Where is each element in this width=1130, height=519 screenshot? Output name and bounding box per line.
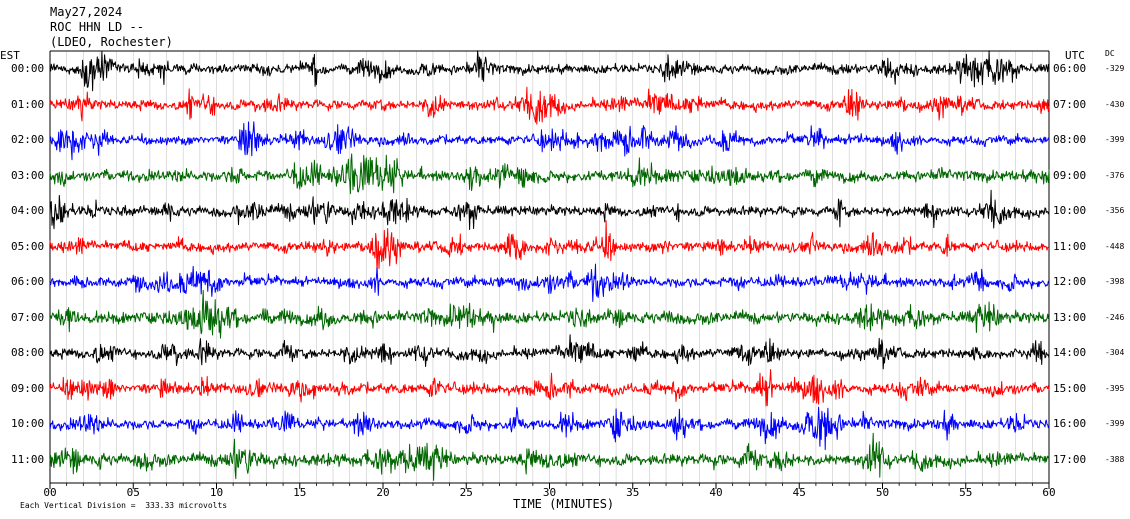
x-axis-title: TIME (MINUTES)	[513, 497, 615, 511]
x-tick-label: 40	[709, 486, 722, 499]
dc-offset-label: -246	[1105, 312, 1125, 322]
x-tick-label: 50	[876, 486, 889, 499]
dc-offset-label: -376	[1105, 170, 1125, 180]
utc-row-label: 08:00	[1053, 133, 1087, 146]
x-tick-label: 10	[210, 486, 223, 499]
trace-0500	[49, 220, 1050, 274]
dc-offset-label: -304	[1105, 348, 1125, 357]
dc-offset-label: -388	[1105, 454, 1125, 464]
dc-offset-label: -430	[1105, 99, 1125, 109]
est-row-label: 04:00	[11, 204, 45, 217]
trace-0800	[49, 334, 1050, 370]
est-row-label: 09:00	[11, 381, 45, 395]
est-row-label: 05:00	[11, 239, 45, 253]
x-tick-label: 20	[376, 486, 389, 499]
trace-0300	[49, 153, 1050, 195]
dc-offset-label: -395	[1105, 383, 1125, 393]
dc-axis-title: DC	[1105, 49, 1115, 58]
dc-offset-label: -356	[1105, 206, 1125, 215]
utc-row-label: 16:00	[1053, 417, 1087, 430]
utc-row-label: 13:00	[1053, 310, 1087, 324]
utc-row-label: 10:00	[1053, 204, 1087, 217]
utc-row-label: 14:00	[1053, 346, 1087, 359]
est-row-label: 02:00	[11, 133, 45, 146]
x-tick-label: 35	[626, 486, 639, 499]
utc-row-label: 17:00	[1053, 452, 1087, 466]
scale-note: Each Vertical Division = 333.33 microvol…	[20, 501, 228, 510]
trace-0900	[49, 369, 1050, 407]
est-axis-title: EST	[0, 49, 20, 62]
est-row-label: 11:00	[11, 452, 45, 466]
utc-axis-title: UTC	[1065, 49, 1085, 62]
est-row-label: 00:00	[11, 62, 45, 75]
date-label: May27,2024	[50, 5, 123, 19]
trace-0100	[49, 86, 1050, 125]
utc-row-label: 11:00	[1053, 239, 1087, 253]
x-tick-label: 30	[543, 486, 556, 499]
est-row-label: 03:00	[11, 168, 45, 182]
trace-0200	[49, 121, 1050, 161]
x-tick-label: 25	[460, 486, 473, 499]
utc-row-label: 09:00	[1053, 168, 1087, 182]
dc-offset-label: -399	[1105, 135, 1125, 144]
trace-0700	[49, 289, 1050, 339]
x-tick-label: 00	[43, 486, 56, 499]
x-tick-label: 60	[1042, 486, 1055, 499]
trace-0000	[49, 50, 1050, 92]
dc-offset-label: -399	[1105, 419, 1125, 428]
utc-row-label: 12:00	[1053, 275, 1087, 288]
network-label: (LDEO, Rochester)	[50, 35, 173, 49]
est-row-label: 01:00	[11, 97, 45, 111]
dc-offset-label: -448	[1105, 241, 1125, 251]
est-row-label: 06:00	[11, 275, 45, 288]
est-row-label: 10:00	[11, 417, 45, 430]
est-row-label: 07:00	[11, 310, 45, 324]
trace-0400	[49, 189, 1050, 230]
est-row-label: 08:00	[11, 346, 45, 359]
dc-offset-label: -329	[1105, 64, 1125, 73]
trace-1000	[49, 406, 1050, 451]
trace-1100	[49, 432, 1050, 481]
dc-offset-label: -398	[1105, 277, 1125, 286]
trace-0600	[49, 263, 1050, 302]
utc-row-label: 15:00	[1053, 381, 1087, 395]
utc-row-label: 07:00	[1053, 97, 1087, 111]
x-tick-label: 05	[127, 486, 140, 499]
x-tick-label: 45	[793, 486, 806, 499]
x-tick-label: 15	[293, 486, 306, 499]
utc-row-label: 06:00	[1053, 62, 1087, 75]
station-label: ROC HHN LD --	[50, 20, 144, 34]
x-tick-label: 55	[959, 486, 972, 499]
